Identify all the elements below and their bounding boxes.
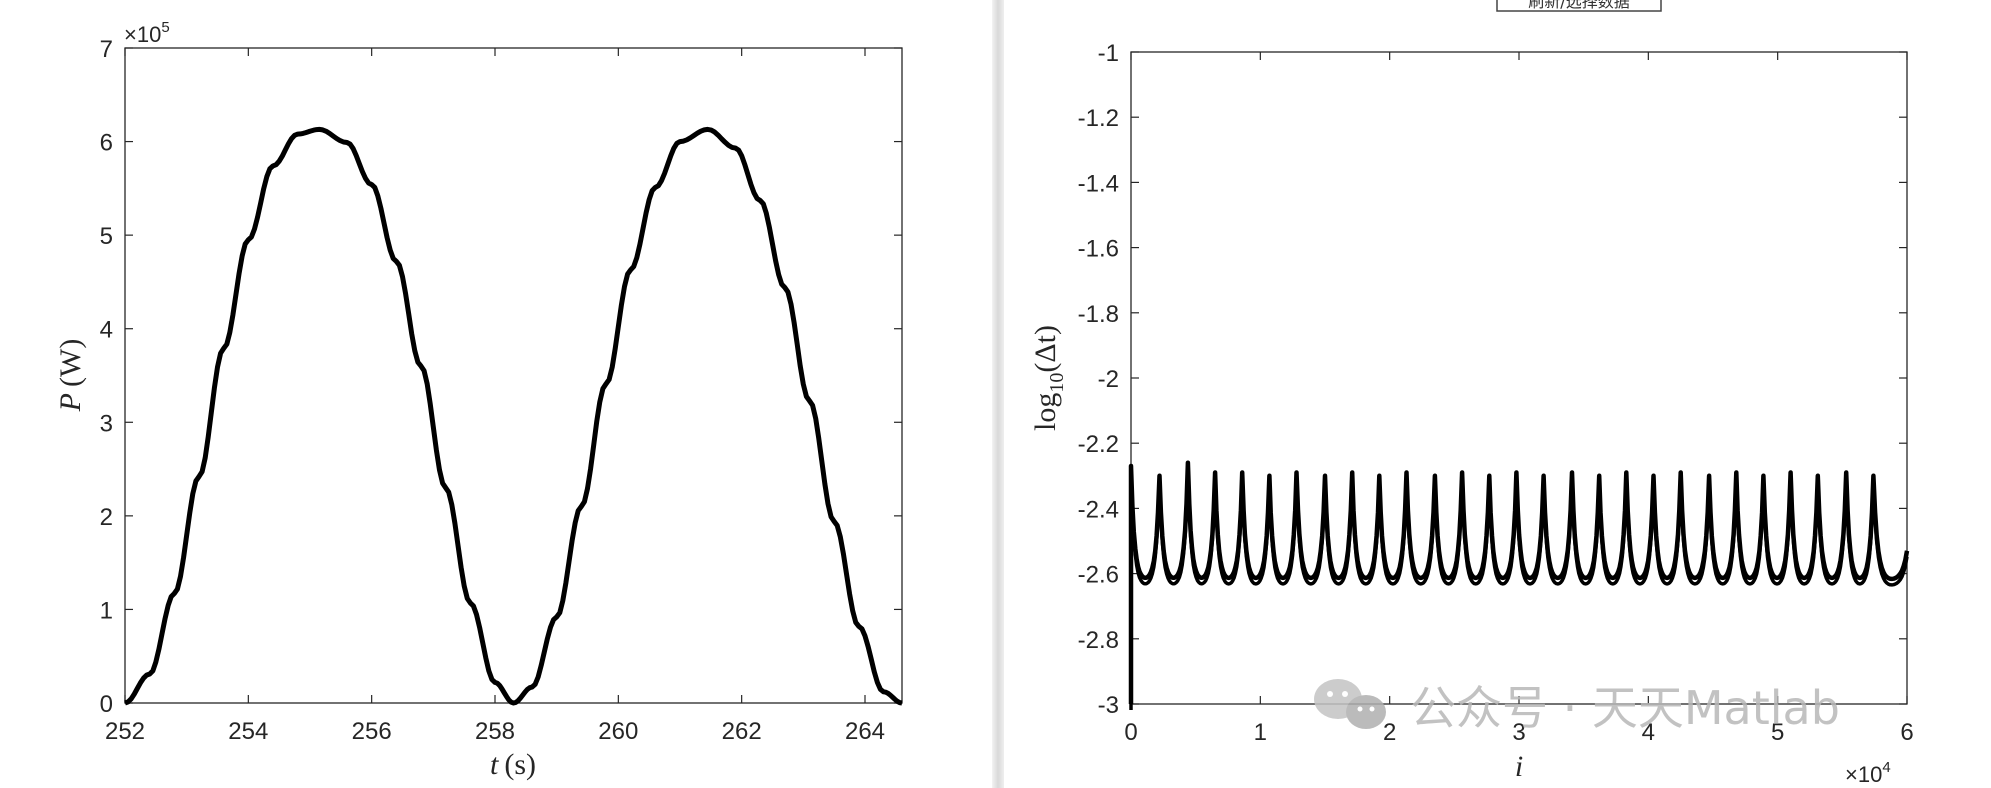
wechat-icon xyxy=(1314,679,1386,729)
left-x-tick-label: 254 xyxy=(228,718,268,745)
right-y-tick-label: -2.6 xyxy=(1078,562,1119,589)
left-y-tick-label: 5 xyxy=(100,223,113,250)
right-y-tick-label: -2.2 xyxy=(1078,431,1119,458)
left-y-tick-label: 1 xyxy=(100,597,113,624)
right-plot-area xyxy=(1130,51,1908,705)
right-x-tick-label: 6 xyxy=(1900,719,1913,746)
left-chart: 0 1 2 3 4 5 6 7 252 254 256 258 260 262 264 ×105 t (s)… xyxy=(54,19,903,781)
right-y-tick-label: -1.8 xyxy=(1078,301,1119,328)
watermark: 公众号 · 天天Matlab xyxy=(1314,679,1840,735)
left-x-tick-label: 258 xyxy=(475,718,515,745)
left-series-line xyxy=(124,126,903,706)
right-x-tick-label: 0 xyxy=(1124,719,1137,746)
right-x-tick-label: 3 xyxy=(1512,719,1525,746)
left-x-axis-label: t (s) xyxy=(490,748,536,781)
left-y-tick-label: 4 xyxy=(100,317,113,344)
right-x-tick-label: 5 xyxy=(1771,719,1784,746)
right-y-tick-label: -1.4 xyxy=(1078,170,1119,197)
right-x-ticks: 0 1 2 3 4 5 6 xyxy=(1124,52,1914,746)
right-x-tick-label: 2 xyxy=(1383,719,1396,746)
right-x-multiplier: ×104 xyxy=(1845,759,1891,787)
right-y-tick-label: -3 xyxy=(1098,692,1119,719)
figure-divider xyxy=(992,0,1004,788)
left-x-tick-label: 264 xyxy=(845,718,885,745)
right-y-ticks: -1 -1.2 -1.4 -1.6 -1.8 -2 -2.2 -2.4 -2.6 -2.8 -3 xyxy=(1078,40,1907,719)
left-x-tick-label: 262 xyxy=(722,718,762,745)
right-y-tick-label: -2.8 xyxy=(1078,627,1119,654)
left-y-ticks: 0 1 2 3 4 5 6 7 xyxy=(100,36,902,718)
left-x-tick-label: 252 xyxy=(105,718,145,745)
left-x-ticks: 252 254 256 258 260 262 264 xyxy=(105,48,885,745)
left-y-tick-label: 2 xyxy=(100,504,113,531)
right-y-tick-label: -1.2 xyxy=(1078,105,1119,132)
right-x-tick-label: 1 xyxy=(1254,719,1267,746)
watermark-text: 公众号 · 天天Matlab xyxy=(1410,681,1840,735)
left-y-tick-label: 3 xyxy=(100,410,113,437)
left-y-tick-label: 6 xyxy=(100,130,113,157)
right-y-tick-label: -1.6 xyxy=(1078,236,1119,263)
right-x-tick-label: 4 xyxy=(1642,719,1655,746)
right-y-axis-label: log10(Δt) xyxy=(1029,325,1068,431)
left-y-axis-label: P(W) xyxy=(54,339,87,413)
left-y-multiplier: ×105 xyxy=(124,19,170,47)
right-y-tick-label: -1 xyxy=(1098,40,1119,67)
left-x-tick-label: 256 xyxy=(352,718,392,745)
header-tag[interactable] xyxy=(1496,0,1662,12)
right-y-tick-label: -2 xyxy=(1098,366,1119,393)
header-tag-label: 刷新/选择数据 xyxy=(1528,0,1629,11)
right-x-axis-label: i xyxy=(1515,750,1523,783)
right-series-line-band xyxy=(1129,466,1909,710)
left-y-tick-label: 0 xyxy=(100,691,113,718)
left-x-tick-label: 260 xyxy=(598,718,638,745)
right-y-tick-label: -2.4 xyxy=(1078,496,1119,523)
left-y-tick-label: 7 xyxy=(100,36,113,63)
